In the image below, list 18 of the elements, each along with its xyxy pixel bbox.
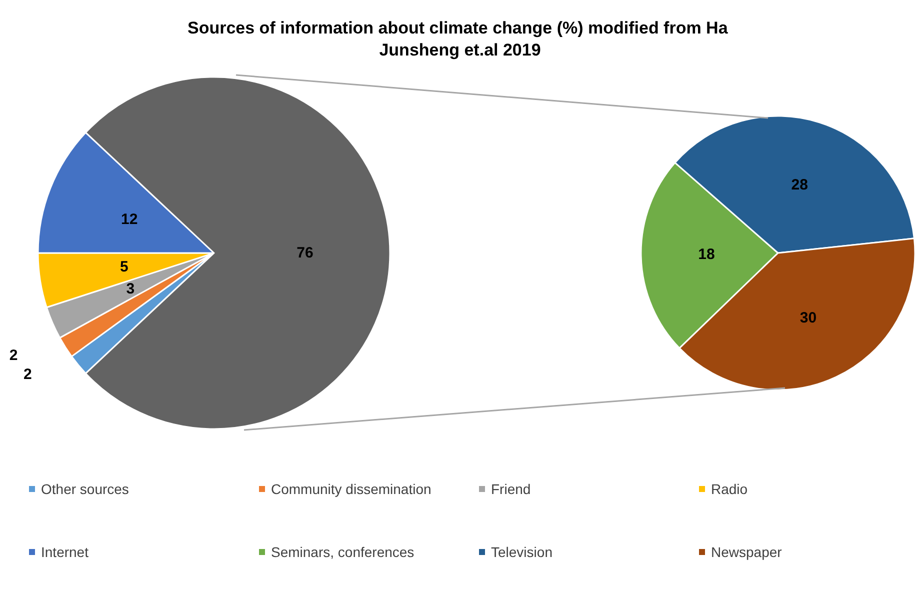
chart-title: Sources of information about climate change (%) modified from Ha Junsheng et.al 2019 xyxy=(187,18,733,60)
legend-label: Seminars, conferences xyxy=(271,544,414,560)
data-label: 3 xyxy=(126,280,135,298)
legend-label: Radio xyxy=(711,481,748,497)
legend-label: Newspaper xyxy=(711,544,782,560)
legend-label: Friend xyxy=(491,481,531,497)
data-label: 2 xyxy=(23,366,32,384)
legend-label: Community dissemination xyxy=(271,481,432,497)
legend-label: Television xyxy=(491,544,552,560)
data-label: 76 xyxy=(296,244,314,262)
data-label: 2 xyxy=(9,346,18,364)
data-label: 30 xyxy=(800,309,817,326)
data-label: 5 xyxy=(120,258,128,276)
data-label: 28 xyxy=(791,176,808,194)
data-label: 12 xyxy=(121,211,138,228)
legend-label: Other sources xyxy=(41,481,129,497)
data-label: 18 xyxy=(698,246,715,264)
legend-label: Internet xyxy=(41,544,89,560)
